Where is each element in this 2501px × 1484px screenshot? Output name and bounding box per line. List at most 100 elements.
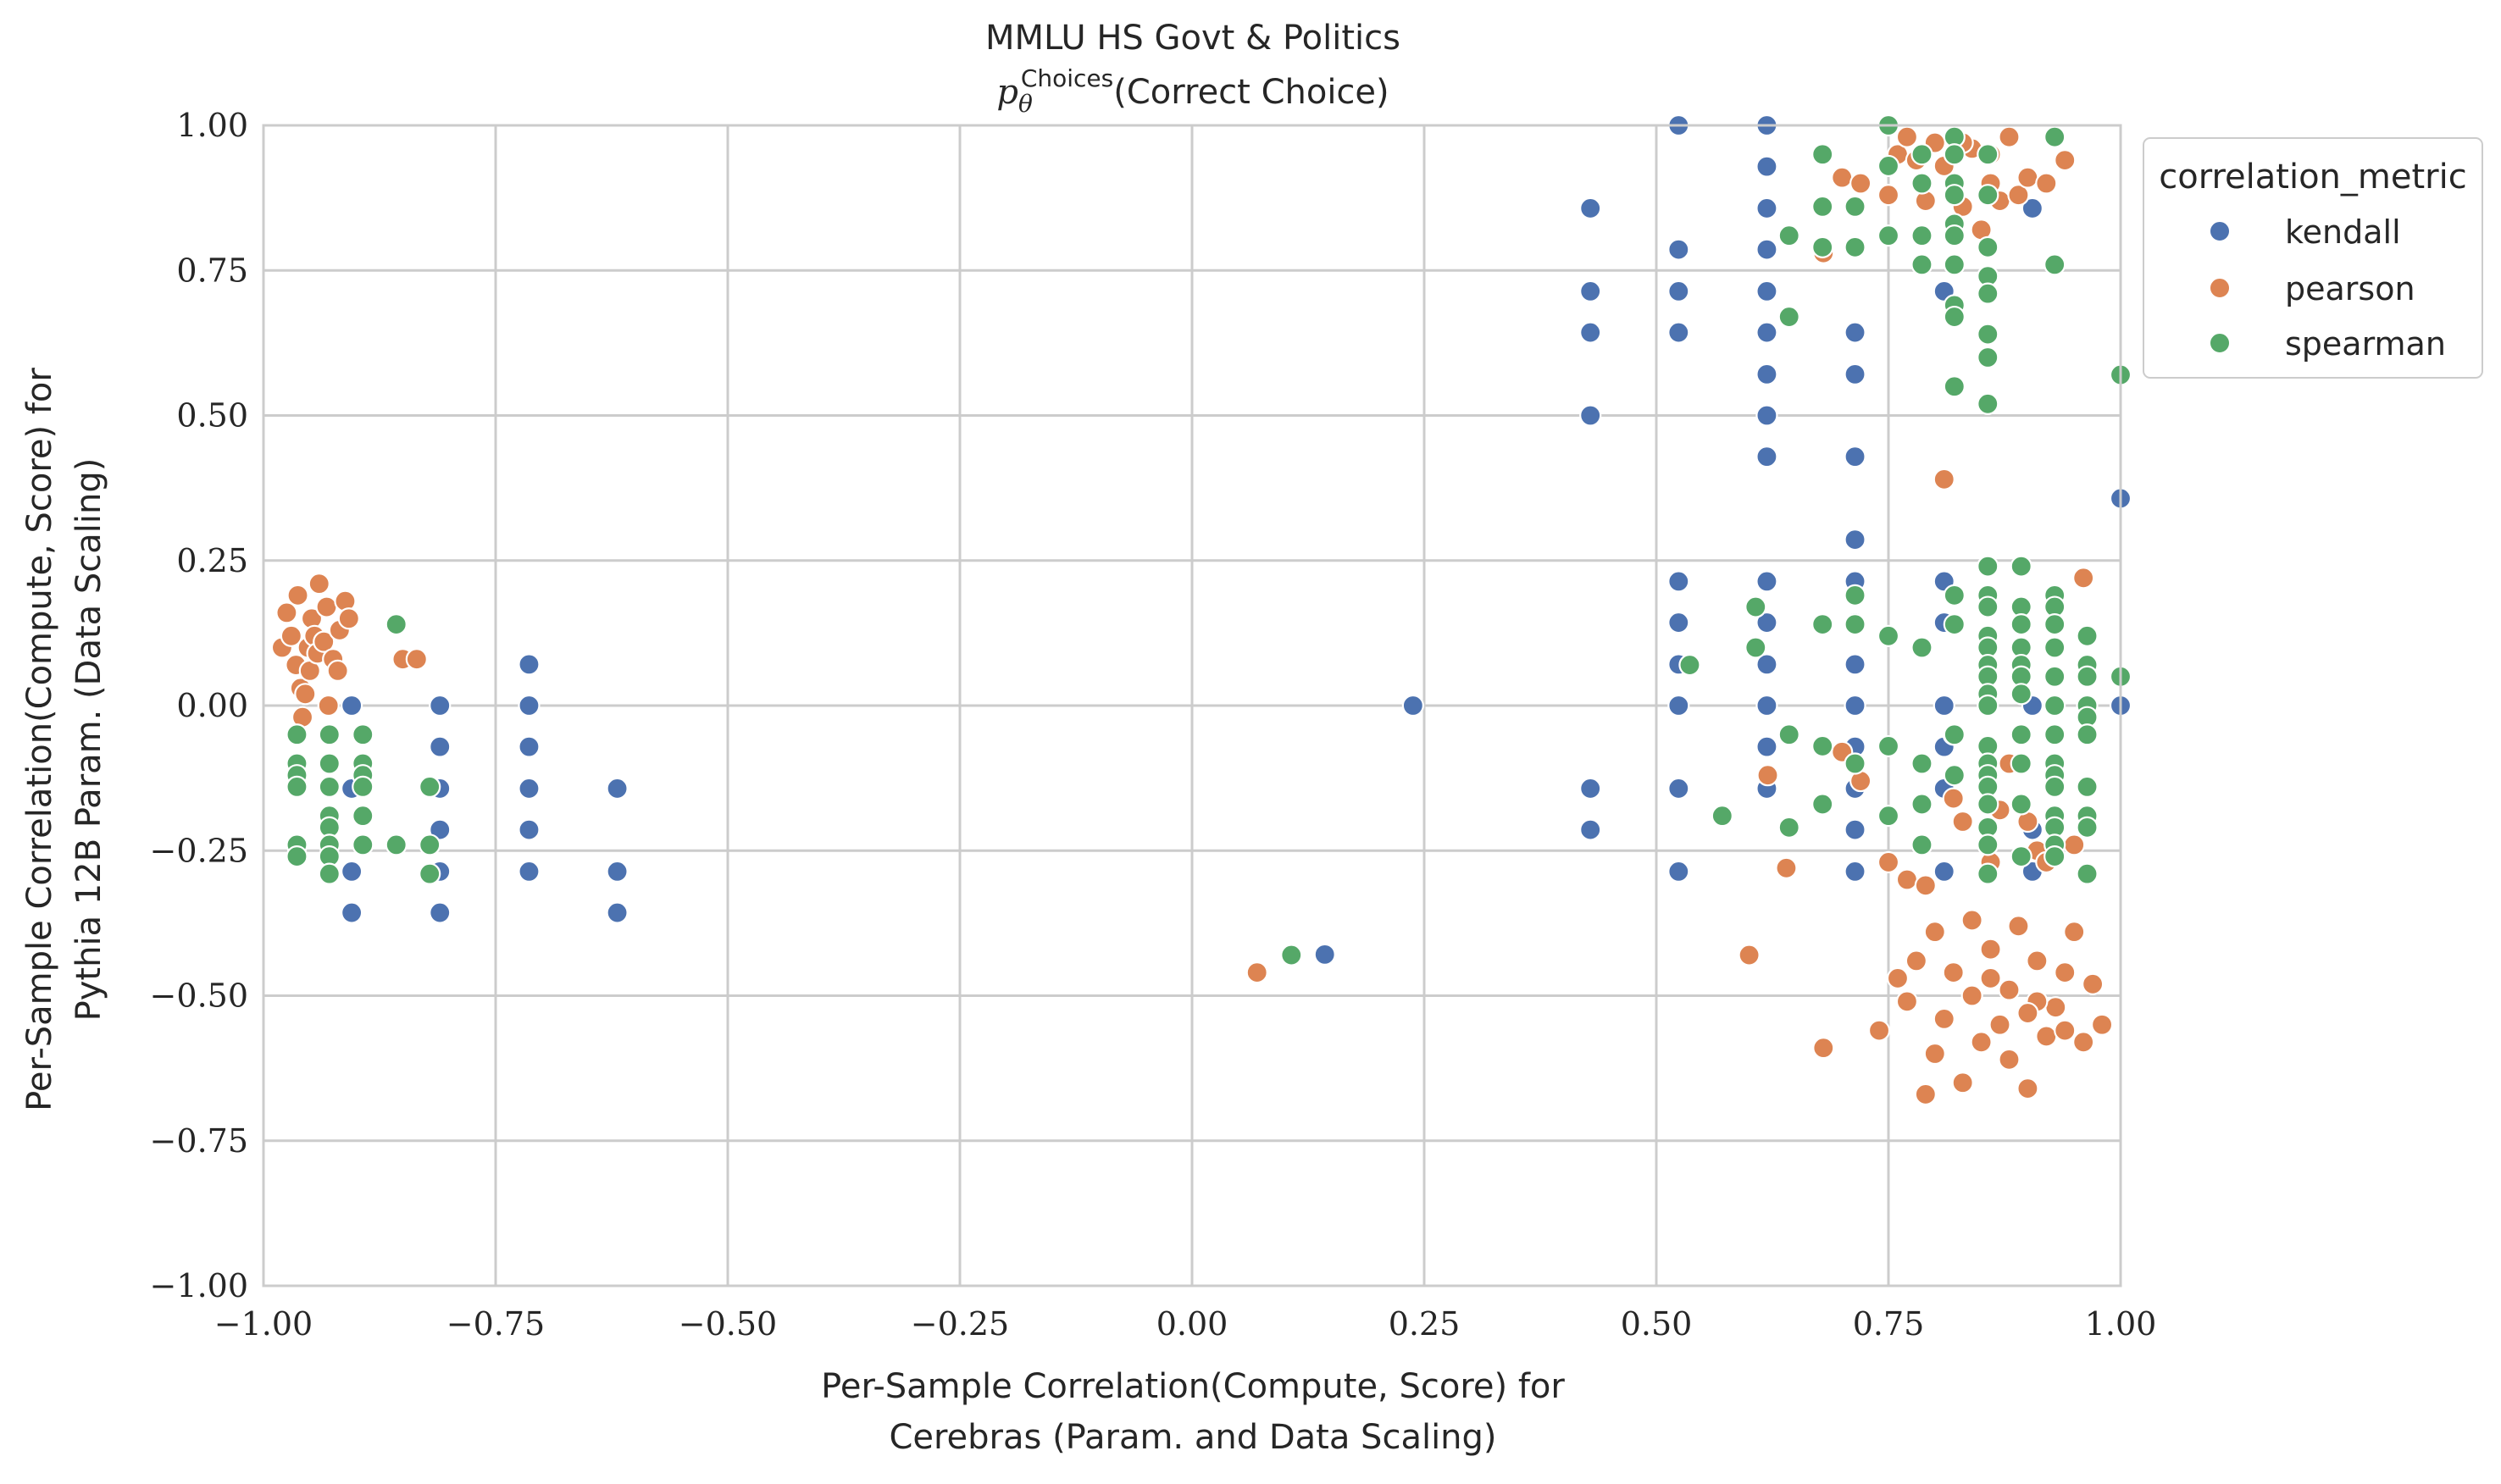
legend-marker-pearson [2209,277,2231,299]
point-pearson [2007,184,2030,207]
point-spearman [1943,143,1966,166]
point-kendall [1755,363,1778,385]
point-spearman [1910,172,1933,195]
point-spearman [2010,723,2032,746]
point-spearman [352,805,374,828]
point-pearson [1933,1007,1955,1031]
point-pearson [1951,1071,1974,1094]
point-kendall [429,694,452,717]
point-pearson [2016,1001,2039,1025]
point-spearman [1977,235,1999,258]
point-spearman [1844,752,1866,775]
point-kendall [1844,446,1866,468]
chart-subtitle: pθChoices(Correct Choice) [996,64,1389,118]
point-pearson [2063,833,2086,856]
point-pearson [1895,125,1919,148]
legend: correlation_metric kendall pearson spear… [2143,137,2483,379]
point-kendall [1844,818,1866,841]
point-pearson [1877,850,1900,874]
point-kendall [1667,777,1690,800]
point-spearman [1910,793,1933,816]
x-tick-label: 0.75 [1853,1305,1925,1343]
point-spearman [1910,752,1933,775]
point-pearson [1914,874,1937,897]
point-kendall [1667,238,1690,261]
point-spearman [1977,595,1999,618]
point-pearson [2035,1025,2058,1048]
point-spearman [2044,723,2066,746]
point-kendall [1844,860,1866,883]
chart-title: MMLU HS Govt & Politics [985,19,1400,58]
point-spearman [419,775,441,799]
point-spearman [286,775,308,799]
point-kendall [1579,818,1602,841]
point-pearson [2072,1031,2095,1054]
point-spearman [1910,224,1933,247]
y-tick-label: −0.25 [150,832,248,869]
point-spearman [1943,584,1966,606]
point-pearson [2016,1077,2039,1100]
point-kendall [1755,280,1778,303]
point-pearson [2054,961,2077,984]
point-pearson [1942,787,1965,810]
plot-frame [262,124,2122,1287]
y-tick-label: 0.25 [176,542,248,579]
point-kendall [1667,570,1690,593]
point-kendall [1933,694,1955,717]
point-spearman [1777,723,1800,746]
point-spearman [1910,253,1933,276]
point-kendall [518,860,541,883]
point-kendall [1755,197,1778,220]
point-spearman [1943,224,1966,247]
y-tick-label: 1.00 [176,107,248,144]
point-kendall [429,735,452,758]
point-pearson [1942,961,1965,984]
point-spearman [2076,816,2099,839]
point-kendall [1755,321,1778,344]
point-kendall [1401,694,1424,717]
point-kendall [1844,694,1866,717]
point-kendall [429,818,452,841]
point-kendall [1579,197,1602,220]
point-pearson [2007,915,2030,938]
y-tick-label: −0.75 [150,1122,248,1160]
point-pearson [317,694,340,717]
point-spearman [1943,612,1966,636]
legend-label-spearman: spearman [2285,325,2446,363]
point-spearman [1877,805,1900,828]
x-tick-label: 0.00 [1156,1305,1228,1343]
point-spearman [2076,665,2099,688]
point-pearson [2090,1013,2114,1036]
point-spearman [1877,154,1900,178]
point-pearson [2035,172,2058,195]
point-spearman [1877,224,1900,247]
point-kendall [1844,653,1866,676]
point-kendall [2021,197,2044,220]
point-spearman [1977,862,1999,885]
x-tick-label: −1.00 [214,1305,313,1343]
point-kendall [341,860,363,883]
legend-marker-spearman [2209,332,2231,354]
point-spearman [1977,346,1999,369]
point-spearman [2076,723,2099,746]
point-spearman [419,862,441,885]
point-kendall [1667,694,1690,717]
y-tick-label: 0.50 [176,397,248,435]
y-tick-label: 0.00 [176,687,248,724]
point-pearson [2026,950,2049,972]
legend-title: correlation_metric [2159,158,2466,197]
point-spearman [1844,584,1866,606]
point-spearman [2076,775,2099,799]
point-kendall [1755,611,1778,634]
point-spearman [1844,235,1866,258]
point-pearson [313,630,336,653]
y-tick-label: 0.75 [176,252,248,289]
point-pearson [1960,909,1983,932]
point-pearson [1988,1013,2011,1036]
point-pearson [1905,950,1927,972]
point-spearman [1977,392,1999,415]
point-spearman [1811,195,1834,218]
point-kendall [1755,694,1778,717]
point-pearson [2063,921,2086,944]
